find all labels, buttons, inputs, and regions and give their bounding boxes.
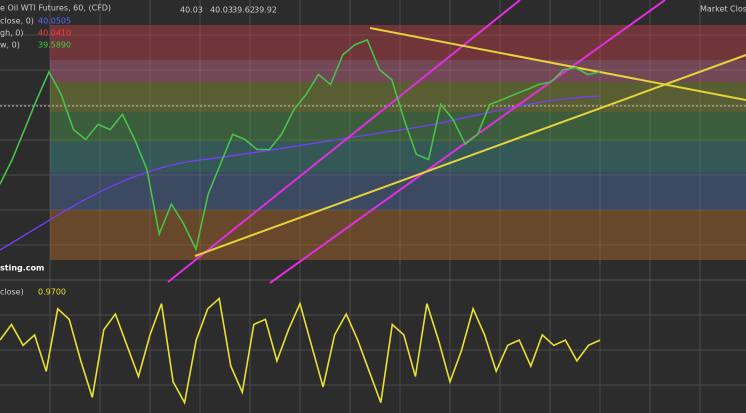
osc-title: close) [0, 288, 24, 297]
trend-line [194, 54, 746, 257]
ohlc-open: 40.03 [180, 6, 203, 15]
watermark: sting.com [0, 264, 44, 273]
legend-value: 40.0410 [38, 29, 71, 38]
osc-value: 0.9700 [38, 288, 66, 297]
legend-value: 40.0505 [38, 17, 71, 26]
market-status: Market Closed [700, 5, 746, 14]
legend-label: close, 0) [0, 17, 34, 26]
fib-bands [50, 25, 746, 260]
trend-line [369, 27, 746, 101]
chart-title: e Oil WTI Futures, 60, (CFD) [0, 4, 111, 13]
price-line [0, 296, 601, 405]
moving-average [0, 95, 601, 251]
price-line [0, 38, 601, 252]
ohlc-close: 39.92 [254, 6, 277, 15]
ohlc-low: 39.62 [232, 6, 255, 15]
legend-label: w, 0) [0, 41, 20, 50]
trend-channel [167, 0, 521, 283]
legend-value: 39.5890 [38, 41, 71, 50]
legend-label: gh, 0) [0, 29, 23, 38]
ohlc-high: 40.03 [210, 6, 233, 15]
